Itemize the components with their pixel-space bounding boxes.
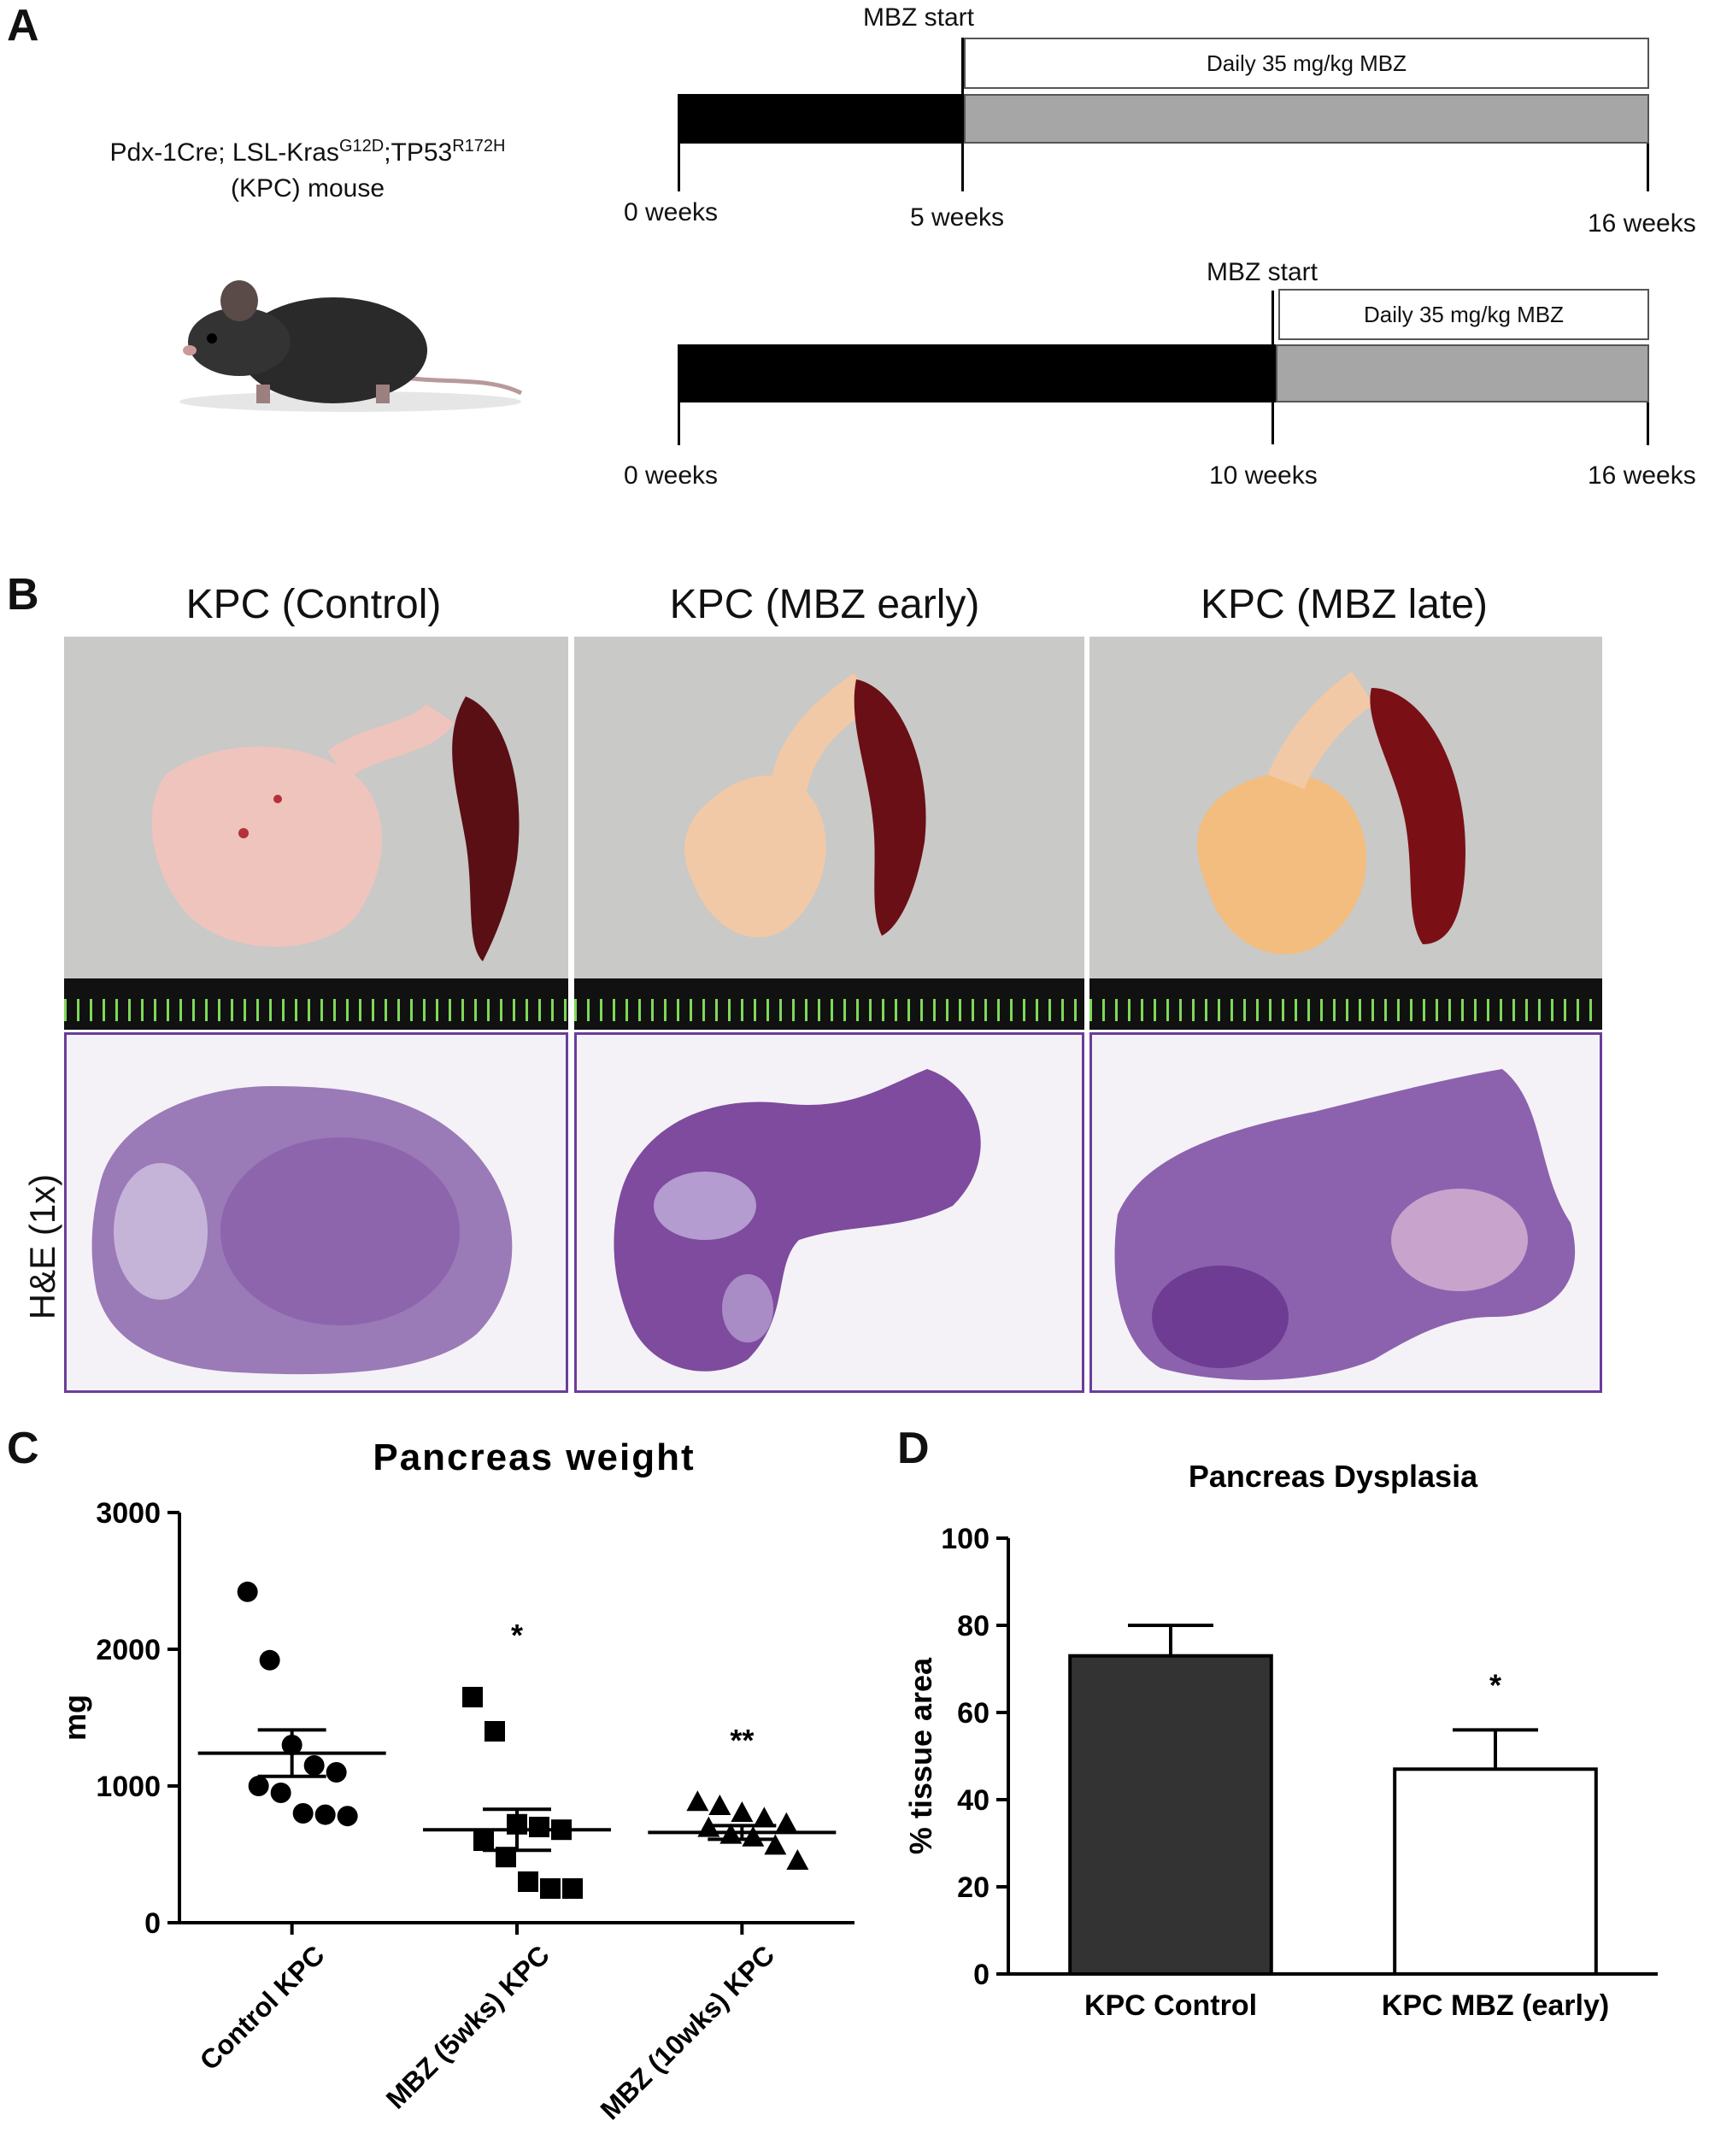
data-point (708, 1795, 731, 1815)
data-point (731, 1801, 754, 1822)
timeline2-label-start: 10 weeks (1209, 461, 1318, 490)
data-point (540, 1878, 561, 1899)
panel-letter-a: A (7, 1, 39, 50)
ruler (64, 978, 568, 1030)
bar (1068, 1654, 1273, 1976)
timeline1-tick-end (1647, 144, 1649, 191)
y-tick-label: 2000 (96, 1634, 161, 1666)
data-point (753, 1806, 776, 1828)
data-point (326, 1762, 347, 1783)
timeline1-start-label: MBZ start (863, 3, 975, 32)
data-point (314, 1804, 336, 1825)
timeline2-tick-end (1647, 402, 1649, 445)
data-point (337, 1806, 358, 1827)
gross-photo-mbz-early (574, 637, 1084, 1030)
data-point (485, 1721, 505, 1742)
timeline2-start-label: MBZ start (1207, 258, 1318, 286)
timeline1-treatment-bar (964, 94, 1649, 144)
data-point (742, 1825, 765, 1847)
timeline2-pre-treatment-bar (678, 344, 1276, 402)
x-tick-label: KPC MBZ (early) (1382, 1989, 1609, 2022)
photo-title-mbz-early: KPC (MBZ early) (669, 582, 980, 627)
x-tick-label: Control KPC (194, 1939, 331, 2076)
y-axis-label: mg (57, 1695, 92, 1741)
chart-title: Pancreas weight (373, 1436, 695, 1478)
timeline2-treatment-bar (1276, 344, 1649, 402)
data-point (786, 1849, 809, 1870)
x-tick-label: MBZ (5wks) KPC (380, 1939, 555, 2114)
y-tick-label: 0 (144, 1907, 161, 1940)
he-section-control (64, 1032, 568, 1393)
y-tick-label: 100 (941, 1523, 990, 1555)
timeline1-label-end: 16 weeks (1588, 209, 1696, 238)
x-tick-label: MBZ (10wks) KPC (594, 1939, 780, 2125)
he-label: H&E (1x) (22, 1173, 62, 1320)
panel-letter-b: B (7, 570, 39, 620)
data-point (303, 1755, 325, 1776)
data-point (473, 1830, 494, 1851)
timeline1-pre-treatment-bar (678, 94, 964, 144)
y-tick-label: 20 (957, 1871, 990, 1904)
timeline2-label-0: 0 weeks (624, 461, 719, 490)
data-point (529, 1817, 549, 1837)
y-axis-label: % tissue area (906, 1657, 938, 1854)
he-section-mbz-early (574, 1032, 1084, 1393)
x-tick-label: KPC Control (1084, 1989, 1257, 2022)
he-section-mbz-late (1089, 1032, 1602, 1393)
data-point (248, 1776, 269, 1796)
mouse-image (179, 280, 523, 412)
mouse-label: (KPC) mouse (230, 174, 385, 203)
significance-label: * (1489, 1667, 1501, 1702)
significance-label: * (511, 1618, 523, 1653)
ruler (1089, 978, 1602, 1030)
timeline2-treatment-box: Daily 35 mg/kg MBZ (1278, 289, 1649, 340)
y-tick-label: 3000 (96, 1497, 161, 1530)
significance-label: ** (730, 1723, 754, 1758)
data-point (259, 1649, 280, 1671)
photo-title-control: KPC (Control) (185, 582, 442, 627)
chart-title: Pancreas Dysplasia (1189, 1459, 1478, 1494)
y-tick-label: 60 (957, 1697, 990, 1730)
data-point (686, 1790, 709, 1812)
data-point (764, 1834, 787, 1855)
timeline2-label-end: 16 weeks (1588, 461, 1696, 490)
data-point (775, 1812, 798, 1833)
y-tick-label: 40 (957, 1784, 990, 1817)
timeline1-treatment-box: Daily 35 mg/kg MBZ (964, 38, 1649, 89)
bar (1393, 1767, 1598, 1976)
panel-letter-d: D (897, 1424, 930, 1473)
y-tick-label: 1000 (96, 1771, 161, 1803)
panel-letter-c: C (7, 1424, 39, 1473)
y-tick-label: 80 (957, 1610, 990, 1642)
timeline1-label-start: 5 weeks (910, 203, 1005, 232)
y-tick-label: 0 (973, 1959, 990, 1991)
gross-photo-control (64, 637, 568, 1030)
data-point (518, 1871, 538, 1892)
data-point (462, 1687, 483, 1707)
chart-pancreas-dysplasia: Pancreas Dysplasia 0 20 40 60 80 100 % tissue a… (906, 1459, 1658, 2022)
chart-pancreas-weight: Pancreas weight 0 1000 2000 3000 mg Control KP… (57, 1436, 854, 2125)
ruler (574, 978, 1084, 1030)
data-point (237, 1581, 258, 1602)
gross-photo-mbz-late (1089, 637, 1602, 1030)
photo-title-mbz-late: KPC (MBZ late) (1200, 582, 1489, 627)
timeline2-tick-0 (678, 402, 680, 445)
data-point (562, 1878, 583, 1899)
timeline1-label-0: 0 weeks (624, 198, 719, 226)
mouse-genotype: Pdx-1Cre; LSL-KrasG12D;TP53R172H (KPC) m… (109, 137, 506, 203)
data-point (292, 1803, 314, 1824)
data-point (270, 1783, 291, 1803)
timeline1-tick-0 (678, 144, 680, 191)
